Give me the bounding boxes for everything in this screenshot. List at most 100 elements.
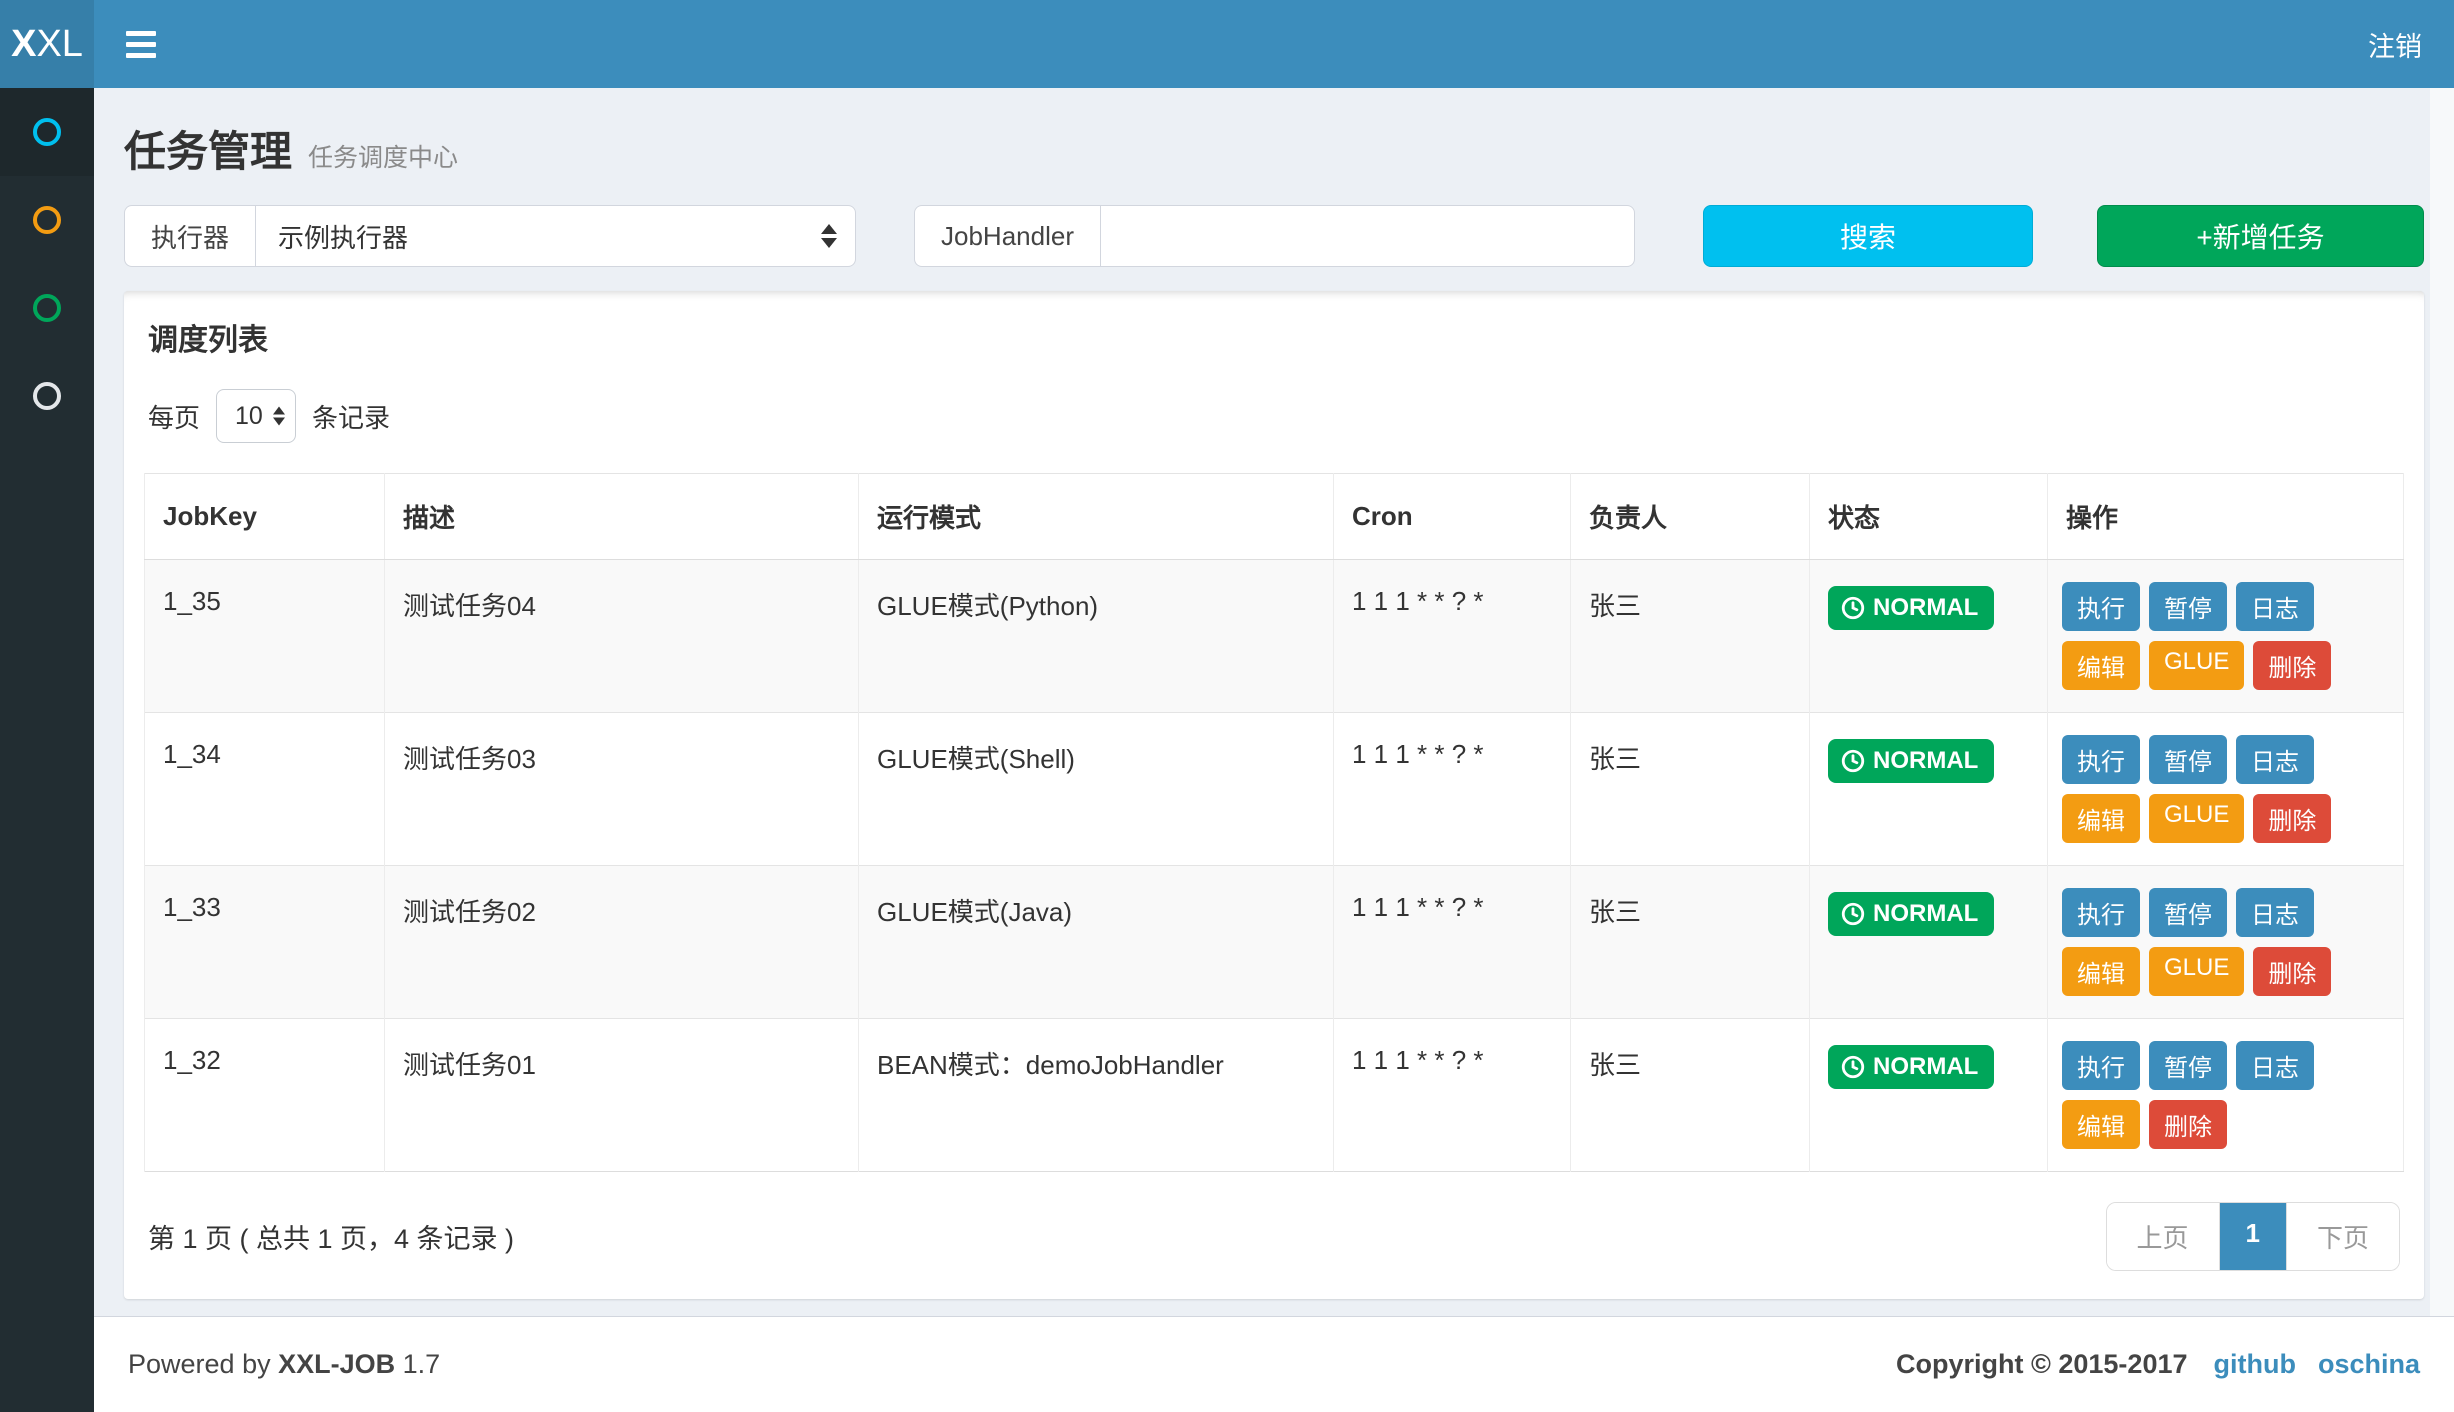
- brand-name: XXL-JOB: [278, 1349, 396, 1379]
- jobhandler-filter-group: JobHandler: [914, 205, 1635, 267]
- add-job-button[interactable]: +新增任务: [2097, 205, 2424, 267]
- cell-cron: 1 1 1 * * ? *: [1333, 865, 1571, 1019]
- status-text: NORMAL: [1873, 594, 1979, 621]
- sidebar-item-help[interactable]: [0, 352, 94, 440]
- cell-status: NORMAL: [1809, 712, 2048, 866]
- jobhandler-input[interactable]: [1099, 205, 1635, 267]
- cell-status: NORMAL: [1809, 559, 2048, 713]
- github-link[interactable]: github: [2213, 1349, 2296, 1379]
- content-area: 任务管理 任务调度中心 执行器 示例执行器 JobHandler 搜索 +新增任…: [94, 88, 2454, 1316]
- execute-button[interactable]: 执行: [2062, 1041, 2140, 1090]
- action-button-row: 编辑 GLUE 删除: [2062, 641, 2389, 690]
- delete-button[interactable]: 删除: [2253, 794, 2332, 843]
- navbar-bar: 注销: [94, 0, 2454, 88]
- log-button[interactable]: 日志: [2236, 888, 2314, 937]
- edit-button[interactable]: 编辑: [2062, 1100, 2140, 1149]
- content-header: 任务管理 任务调度中心: [94, 88, 2454, 179]
- cell-description: 测试任务03: [384, 712, 859, 866]
- next-page-button[interactable]: 下页: [2285, 1203, 2399, 1270]
- delete-button[interactable]: 删除: [2149, 1100, 2227, 1149]
- pagination: 上页 1 下页: [2105, 1202, 2400, 1271]
- table-row: 1_34 测试任务03 GLUE模式(Shell) 1 1 1 * * ? * 张三 NO…: [144, 712, 2404, 866]
- app-logo[interactable]: X XL: [0, 0, 94, 88]
- execute-button[interactable]: 执行: [2062, 735, 2140, 784]
- delete-button[interactable]: 删除: [2253, 947, 2332, 996]
- action-button-row: 执行 暂停 日志: [2062, 1041, 2389, 1090]
- status-text: NORMAL: [1873, 900, 1979, 927]
- pause-button[interactable]: 暂停: [2149, 582, 2227, 631]
- current-page-button[interactable]: 1: [2218, 1203, 2286, 1270]
- circle-icon: [33, 294, 61, 322]
- table-row: 1_35 测试任务04 GLUE模式(Python) 1 1 1 * * ? * 张三 N…: [144, 559, 2404, 713]
- cell-run-mode: BEAN模式：demoJobHandler: [858, 1018, 1334, 1172]
- page-footer: Powered by XXL-JOB 1.7 Copyright © 2015-…: [94, 1316, 2454, 1412]
- circle-icon: [33, 382, 61, 410]
- sidebar-item-dispatch-log[interactable]: [0, 176, 94, 264]
- action-button-row: 编辑 删除: [2062, 1100, 2389, 1149]
- sidebar-toggle-icon[interactable]: [126, 30, 156, 58]
- cell-jobkey: 1_35: [144, 559, 385, 713]
- status-badge: NORMAL: [1828, 1045, 1995, 1089]
- sidebar-item-executor-manage[interactable]: [0, 264, 94, 352]
- powered-by: Powered by XXL-JOB 1.7: [128, 1349, 441, 1379]
- per-page-select[interactable]: 10: [216, 389, 297, 443]
- schedule-list-panel: 调度列表 每页 10 条记录 JobKey 描述 运行模式 Cron 负责人 状态 操作 1…: [124, 291, 2424, 1299]
- execute-button[interactable]: 执行: [2062, 582, 2140, 631]
- executor-filter-group: 执行器 示例执行器: [124, 205, 856, 267]
- cell-run-mode: GLUE模式(Java): [858, 865, 1334, 1019]
- prev-page-button[interactable]: 上页: [2106, 1203, 2219, 1270]
- per-page-label-after: 条记录: [312, 402, 391, 433]
- glue-button[interactable]: GLUE: [2149, 947, 2245, 996]
- edit-button[interactable]: 编辑: [2062, 641, 2140, 690]
- per-page-value: 10: [235, 401, 263, 430]
- table-row: 1_33 测试任务02 GLUE模式(Java) 1 1 1 * * ? * 张三 NOR…: [144, 865, 2404, 1019]
- action-button-row: 编辑 GLUE 删除: [2062, 947, 2389, 996]
- scrollbar-track[interactable]: [2430, 88, 2454, 1316]
- logout-link[interactable]: 注销: [2368, 31, 2422, 62]
- pause-button[interactable]: 暂停: [2149, 735, 2227, 784]
- executor-select[interactable]: 示例执行器: [255, 205, 856, 267]
- cell-jobkey: 1_33: [144, 865, 385, 1019]
- panel-title: 调度列表: [148, 324, 268, 357]
- log-button[interactable]: 日志: [2236, 735, 2314, 784]
- delete-button[interactable]: 删除: [2253, 641, 2332, 690]
- log-button[interactable]: 日志: [2236, 582, 2314, 631]
- column-header: 运行模式: [858, 473, 1334, 560]
- cell-description: 测试任务04: [384, 559, 859, 713]
- status-badge: NORMAL: [1828, 586, 1995, 630]
- execute-button[interactable]: 执行: [2062, 888, 2140, 937]
- table-footer: 第 1 页 ( 总共 1 页，4 条记录 ) 上页 1 下页: [144, 1202, 2404, 1271]
- cell-actions: 执行 暂停 日志 编辑 删除: [2047, 1018, 2404, 1172]
- select-caret-icon: [821, 224, 837, 248]
- table-row: 1_32 测试任务01 BEAN模式：demoJobHandler 1 1 1 * *…: [144, 1018, 2404, 1172]
- edit-button[interactable]: 编辑: [2062, 794, 2140, 843]
- cell-cron: 1 1 1 * * ? *: [1333, 1018, 1571, 1172]
- search-button[interactable]: 搜索: [1703, 205, 2033, 267]
- cell-status: NORMAL: [1809, 865, 2048, 1019]
- column-header: JobKey: [144, 473, 385, 560]
- brand-version: 1.7: [402, 1349, 441, 1379]
- cell-status: NORMAL: [1809, 1018, 2048, 1172]
- top-navbar: X XL 注销: [0, 0, 2454, 88]
- column-header: 负责人: [1570, 473, 1810, 560]
- executor-selected-value: 示例执行器: [278, 222, 409, 253]
- pause-button[interactable]: 暂停: [2149, 888, 2227, 937]
- cell-run-mode: GLUE模式(Shell): [858, 712, 1334, 866]
- page-title-text: 任务管理: [124, 128, 293, 175]
- filter-row: 执行器 示例执行器 JobHandler 搜索 +新增任务: [124, 205, 2424, 267]
- glue-button[interactable]: GLUE: [2149, 794, 2245, 843]
- cell-jobkey: 1_32: [144, 1018, 385, 1172]
- column-header: 操作: [2047, 473, 2404, 560]
- pause-button[interactable]: 暂停: [2149, 1041, 2227, 1090]
- glue-button[interactable]: GLUE: [2149, 641, 2245, 690]
- circle-icon: [33, 206, 61, 234]
- cell-description: 测试任务02: [384, 865, 859, 1019]
- oschina-link[interactable]: oschina: [2317, 1349, 2420, 1379]
- log-button[interactable]: 日志: [2236, 1041, 2314, 1090]
- status-text: NORMAL: [1873, 747, 1979, 774]
- cell-actions: 执行 暂停 日志编辑 GLUE 删除: [2047, 865, 2404, 1019]
- cell-owner: 张三: [1570, 712, 1810, 866]
- sidebar-item-task-manage[interactable]: [0, 88, 94, 176]
- page-subtitle: 任务调度中心: [308, 144, 459, 172]
- edit-button[interactable]: 编辑: [2062, 947, 2140, 996]
